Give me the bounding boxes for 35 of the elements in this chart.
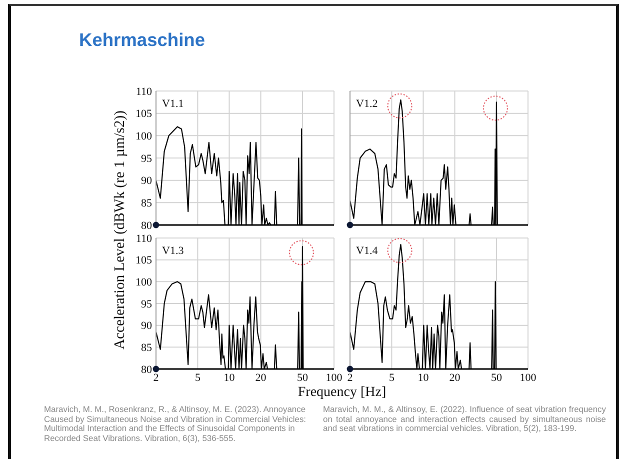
x-tick-label: 10	[418, 372, 430, 384]
y-tick-label: 100	[136, 276, 152, 289]
text: Maravich, M. M., Rosenkranz, R., & Altinsoy, M. E. (2023). Annoyance Caused by Simultaneous Noise and Vibration in Commercial Vehicles: Multimodal Interaction and the Effects of Sinusoidal Components in Recorded Seat Vibrations. Vibration, 6(3), 536-555.	[44, 404, 308, 444]
text: V1.3	[162, 244, 184, 258]
x-tick-label: 5	[194, 372, 201, 384]
x-tick-label: 2	[347, 372, 353, 384]
y-tick-label: 80	[141, 364, 152, 376]
y-tick-label: 110	[136, 86, 152, 98]
y-tick-label: 95	[141, 152, 152, 165]
x-axis-title: Frequency [Hz]	[298, 385, 386, 401]
x-tick-label: 50	[490, 372, 502, 384]
y-tick-label: 105	[136, 254, 152, 267]
y-tick-label: 85	[141, 342, 152, 354]
y-tick-label: 100	[136, 130, 152, 143]
text: V1.4	[356, 244, 378, 258]
x-tick-label: 50	[296, 372, 308, 384]
text: V1.1	[162, 98, 184, 110]
y-tick-label: 105	[136, 108, 152, 120]
y-tick-label: 95	[141, 298, 152, 310]
y-tick-label: 110	[136, 232, 152, 245]
x-tick-label: 10	[224, 372, 236, 384]
x-tick-label: 100	[326, 372, 343, 384]
x-tick-label: 20	[449, 372, 461, 384]
x-tick-label: 20	[255, 372, 267, 384]
y-tick-label: 90	[141, 175, 152, 188]
y-tick-label: 85	[141, 198, 152, 210]
y-axis-title: Acceleration Level (dBWk (re 1 µm/s2))	[112, 110, 128, 350]
x-tick-label: 5	[388, 372, 395, 384]
text: Kehrmaschine	[79, 29, 205, 51]
y-tick-label: 80	[141, 220, 152, 232]
x-tick-label: 100	[520, 372, 537, 384]
text: Maravich, M. M., & Altinsoy, E. (2022). Influence of seat vibration frequency on total annoyance and interaction effects caused by simultaneous noise and seat vibrations in commercial vehicles. Vibration, 5(2), 183-199.	[323, 404, 606, 434]
x-tick-label: 2	[153, 372, 159, 384]
y-tick-label: 90	[141, 320, 152, 332]
text: V1.2	[356, 98, 378, 110]
